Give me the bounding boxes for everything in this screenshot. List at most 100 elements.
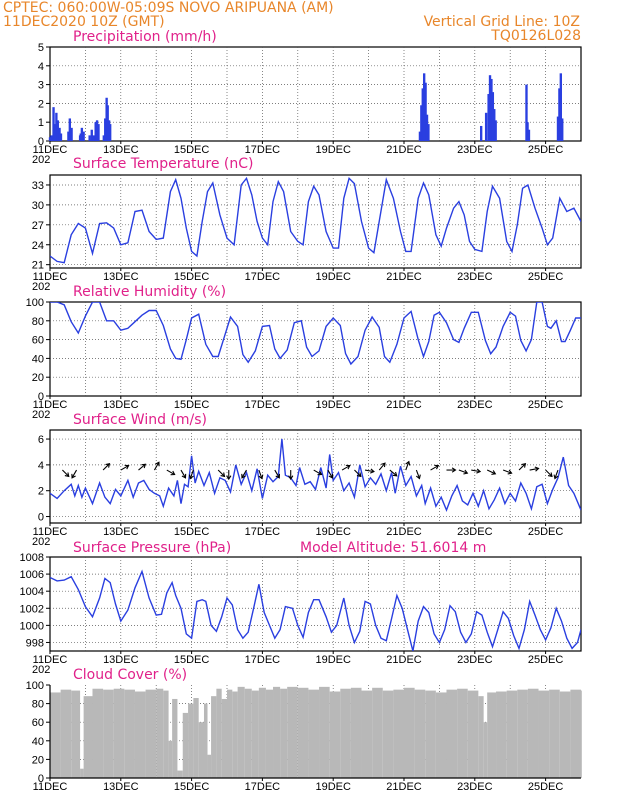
temp-xtick-label: 21DEC	[386, 271, 422, 283]
wind-arrow-head	[71, 473, 76, 479]
precip-bar	[67, 131, 70, 141]
precip-xtick-label: 15DEC	[174, 144, 210, 156]
cloud-ytick-label: 60	[32, 717, 44, 729]
wind-arrow-shaft	[189, 469, 194, 479]
wind-ytick-label: 2	[38, 486, 44, 498]
precip-bar	[95, 120, 99, 141]
wind-arrow-head	[553, 474, 559, 480]
pressure-xtick-label: 15DEC	[174, 654, 210, 666]
precip-bar	[526, 122, 529, 141]
wind-ytick-label: 6	[38, 434, 44, 446]
wind-arrow-shaft	[502, 469, 512, 474]
pressure-ytick-label: 1000	[20, 620, 44, 632]
cloud-xtick-label: 17DEC	[245, 781, 281, 793]
wind-arrow-head	[124, 464, 130, 470]
temp-xtick-label: 11DEC	[33, 271, 68, 283]
precip-bar	[525, 84, 528, 141]
cloud-bar	[361, 690, 373, 778]
cloud-bar	[287, 686, 298, 778]
cloud-bar	[198, 722, 204, 778]
wind-arrow	[341, 464, 351, 471]
cloud-bar	[527, 688, 539, 778]
humidity-title: Relative Humidity (%)	[73, 284, 226, 300]
precip-bar	[491, 92, 495, 141]
humidity-xtick-label: 11DEC	[33, 399, 68, 411]
cloud-bar	[478, 696, 484, 778]
humidity-ytick-label: 0	[38, 391, 44, 403]
temperature-panel: Surface Temperature (nC) 21 24 27 30 33 11DEC…	[32, 156, 582, 293]
precip-bar	[487, 94, 490, 141]
wind-arrow-head	[220, 472, 226, 478]
wind-arrow-head	[275, 473, 281, 479]
precip-bar	[427, 124, 430, 141]
wind-arrow-shaft	[180, 469, 186, 479]
wind-arrow-shaft	[62, 469, 70, 477]
cloud-ytick-label: 0	[38, 773, 44, 785]
cloud-xtick-label: 15DEC	[174, 781, 210, 793]
wind-arrow-shaft	[554, 469, 559, 479]
wind-arrow	[553, 469, 559, 480]
precip-bar	[106, 105, 109, 141]
wind-arrow-shaft	[341, 465, 351, 471]
cloud-xtick-label: 13DEC	[103, 781, 139, 793]
precip-bar	[80, 127, 84, 141]
pressure-panel: Surface Pressure (hPa) Model Altitude: 5…	[20, 540, 582, 676]
wind-arrow	[389, 469, 398, 477]
temp-xtick-label: 13DEC	[103, 271, 139, 283]
temp-xtick-label: 15DEC	[174, 271, 210, 283]
pressure-series-line	[50, 569, 581, 651]
wind-arrow	[288, 470, 294, 481]
precip-ytick-label: 0	[38, 136, 44, 148]
cloud-bar	[244, 688, 252, 778]
humidity-panel: Relative Humidity (%) 0 20 40 60 80 100 11DEC 1…	[26, 284, 582, 421]
cloud-bar	[177, 770, 183, 778]
wind-arrow-shaft	[518, 463, 526, 471]
cloud-bar	[203, 703, 208, 778]
cloud-bar	[435, 692, 447, 778]
cloud-bar	[71, 690, 81, 778]
wind-xtick-label: 19DEC	[315, 526, 351, 538]
wind-arrow-shaft	[313, 469, 322, 476]
precip-bar	[421, 88, 424, 141]
cloud-bar	[549, 689, 560, 778]
cloud-bar	[297, 687, 309, 778]
wind-arrow	[471, 468, 482, 474]
cloud-bar	[92, 688, 104, 778]
humidity-frame	[49, 301, 582, 397]
wind-arrow	[327, 469, 334, 479]
humidity-ytick-label: 60	[32, 335, 44, 347]
precip-xtick-label: 21DEC	[386, 144, 422, 156]
precip-ytick-label: 4	[38, 61, 44, 73]
cloud-bar	[414, 689, 426, 778]
wind-arrow	[188, 469, 194, 480]
header-location: CPTEC: 060:00W-05:09S NOVO ARIPUANA (AM)	[3, 0, 334, 16]
wind-arrow-head	[534, 466, 540, 472]
wind-arrow	[153, 461, 160, 471]
cloud-bar	[425, 690, 436, 778]
wind-arrow-shaft	[217, 469, 225, 477]
precip-bar	[558, 88, 561, 141]
precip-bar	[109, 124, 112, 141]
temp-year-stub: 202	[32, 281, 50, 293]
wind-frame	[49, 429, 582, 524]
model-altitude-label: Model Altitude: 51.6014 m	[300, 540, 486, 556]
wind-arrow-shaft	[364, 469, 375, 473]
temp-xtick-label: 19DEC	[315, 271, 351, 283]
wind-arrow-shaft	[166, 469, 175, 476]
wind-arrow-shaft	[471, 469, 481, 473]
precip-bar	[527, 129, 531, 141]
cloud-bar	[134, 691, 146, 778]
precipitation-title: Precipitation (mm/h)	[73, 29, 217, 45]
humidity-xtick-label: 13DEC	[103, 399, 139, 411]
temp-ytick-label: 21	[32, 260, 44, 272]
humidity-ytick-label: 20	[32, 372, 44, 384]
wind-arrow	[258, 469, 264, 480]
precip-bar	[55, 112, 58, 141]
wind-arrow-shaft	[415, 469, 420, 479]
temp-series-line	[50, 176, 581, 264]
temp-ytick-label: 24	[32, 240, 44, 252]
humidity-xtick-label: 15DEC	[174, 399, 210, 411]
humidity-year-stub: 202	[32, 409, 50, 421]
cloud-bar	[156, 688, 164, 778]
cloud-bar	[50, 692, 61, 778]
